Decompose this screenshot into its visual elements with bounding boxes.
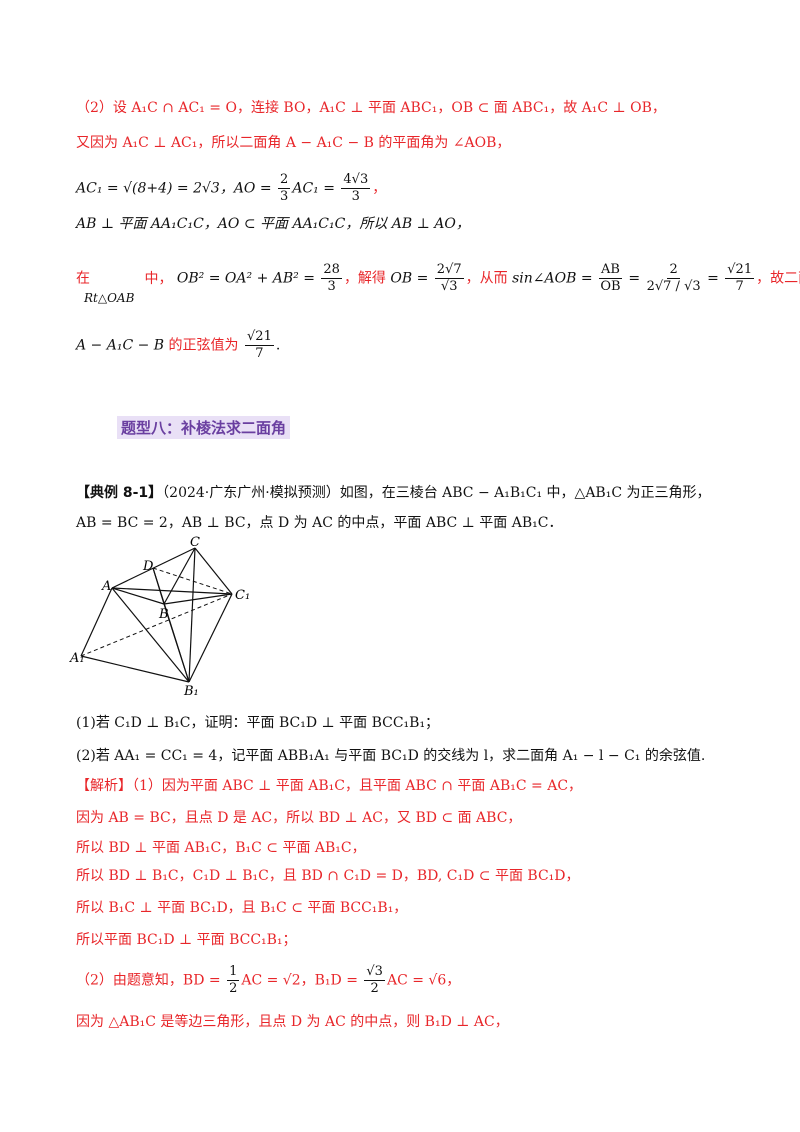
fraction-numerator: 28 [321,262,342,279]
edge-B1C1 [188,593,233,683]
math-text: ， [372,180,387,197]
fraction: 4√3 3 [341,172,371,205]
fraction: 2 2√7 / √3 [647,262,701,295]
edge-AC1 [111,587,233,595]
fraction-numerator: 2 [278,172,291,189]
edge-CC1 [194,547,233,595]
label-C1: C₁ [235,588,250,603]
math-text: OB = [390,270,433,287]
solution-line: 在 中， OB² = OA² + AB² = 28 3 ，解得 OB = 2√7 √3… [76,262,800,295]
edge-A1B1 [80,655,190,683]
fraction-denominator: 2 [229,981,238,996]
solution-line: 【解析】（1）因为平面 ABC ⊥ 平面 AB₁C，且平面 ABC ∩ 平面 A… [76,778,583,794]
math-text: AC = √6， [386,972,461,989]
solution-line: （2）由题意知，BD = 1 2 AC = √2，B₁D = √3 2 AC = √6， [76,964,460,997]
solution-line: 所以 B₁C ⊥ 平面 BC₁D，且 B₁C ⊂ 平面 BCC₁B₁， [76,900,408,916]
label-A: A [101,579,111,594]
math-text: OB² = OA² + AB² = [176,270,320,287]
solution-line: 因为 △AB₁C 是等边三角形，且点 D 为 AC 的中点，则 B₁D ⊥ AC… [76,1014,509,1030]
fraction-numerator: √21 [245,329,274,346]
text-mid: 中， [144,270,173,287]
fraction-denominator: 2√7 / √3 [646,279,701,294]
label-D: D [142,559,154,574]
fraction-denominator: 3 [327,279,336,294]
math-text: AC₁ = [292,180,340,197]
solution-line: 所以 BD ⊥ B₁C，C₁D ⊥ B₁C，且 BD ∩ C₁D = D，BD,… [76,868,580,884]
solution-line: 所以 BD ⊥ 平面 AB₁C，B₁C ⊂ 平面 AB₁C， [76,840,366,856]
example-line: 【典例 8-1】（2024·广东广州·模拟预测）如图，在三棱台 ABC − A₁… [76,483,711,503]
example-text: （2024·广东广州·模拟预测）如图，在三棱台 ABC − A₁B₁C₁ 中，△… [162,485,711,501]
fraction-denominator: √3 [440,279,458,294]
solution-line: 因为 AB = BC，且点 D 是 AC，所以 BD ⊥ AC，又 BD ⊂ 面… [76,810,522,826]
equals: = [623,270,645,287]
label-C: C [190,536,200,550]
fraction-numerator: 4√3 [341,172,371,189]
equals: = [702,270,724,287]
label-A1: A₁ [69,651,85,666]
fraction-numerator: √21 [725,262,755,279]
fraction-denominator: 7 [735,279,744,294]
edge-AB1 [111,587,190,683]
solution-line: 又因为 A₁C ⊥ AC₁，所以二面角 A − A₁C − B 的平面角为 ∠A… [76,135,511,151]
label-B: B [158,607,169,622]
edge-BC [163,547,196,605]
text-then: ，从而 [465,270,508,287]
text-solve: ，解得 [343,270,391,287]
math-text: （2）由题意知，BD = [76,972,226,989]
fraction-numerator: √3 [364,964,385,981]
fraction-denominator: 7 [255,346,264,361]
example-tag: 【典例 8-1】 [76,485,163,501]
fraction-numerator: AB [599,262,622,279]
fraction-numerator: 1 [227,964,240,981]
solution-line: （2）设 A₁C ∩ AC₁ = O，连接 BO，A₁C ⊥ 平面 ABC₁，O… [76,100,666,116]
edge-AA1 [80,587,113,657]
solution-line: A − A₁C − B 的正弦值为 √21 7. [76,329,280,362]
fraction-denominator: 3 [280,189,289,204]
solution-line: AC₁ = √(8+4) = 2√3，AO = 2 3 AC₁ = 4√3 3， [76,172,386,205]
question-1: (1)若 C₁D ⊥ B₁C，证明：平面 BC₁D ⊥ 平面 BCC₁B₁； [76,715,440,731]
edge-BC1 [163,593,233,605]
fraction-denominator: 3 [351,189,360,204]
solution-line: 所以平面 BC₁D ⊥ 平面 BCC₁B₁； [76,932,297,948]
label-B1: B₁ [183,684,199,699]
fraction-numerator: 2√7 [434,262,464,279]
edge-A1C1-dashed [80,593,233,657]
example-line: AB = BC = 2，AB ⊥ BC，点 D 为 AC 的中点，平面 ABC … [76,515,563,531]
math-text: sin∠AOB = [512,270,597,287]
edge-AB [111,587,165,605]
section-heading: 题型八：补棱法求二面角 [117,416,291,439]
fraction: √21 7 [245,329,274,362]
text-in: 在 [76,270,90,287]
math-text: AC = √2，B₁D = [241,972,363,989]
fraction-denominator: OB [600,279,621,294]
fraction: √21 7 [725,262,755,295]
text-end: ，故二面角 [756,270,800,287]
fraction: AB OB [599,262,622,295]
frustum-figure: C D A B C₁ A₁ B₁ [69,536,250,699]
question-2: (2)若 AA₁ = CC₁ = 4，记平面 ABB₁A₁ 与平面 BC₁D 的… [76,748,706,764]
fraction-denominator: 2 [370,981,379,996]
edge-CB1 [188,547,196,683]
math-text: AC₁ = √(8+4) = 2√3，AO = [76,180,277,197]
period: . [275,337,281,354]
fraction: √3 2 [364,964,385,997]
text: 的正弦值为 [164,337,244,354]
math-text: AB ⊥ 平面 AA₁C₁C，AO ⊂ 平面 AA₁C₁C，所以 AB ⊥ AO… [76,216,470,232]
math-text: A − A₁C − B [76,337,165,354]
fraction: 2√7 √3 [434,262,464,295]
fraction-numerator: 2 [667,262,680,279]
edge-DB [152,567,165,605]
solution-line: AB ⊥ 平面 AA₁C₁C，AO ⊂ 平面 AA₁C₁C，所以 AB ⊥ AO… [76,214,470,234]
fraction: 28 3 [321,262,342,295]
rt-triangle-label: Rt△OAB [84,291,135,305]
